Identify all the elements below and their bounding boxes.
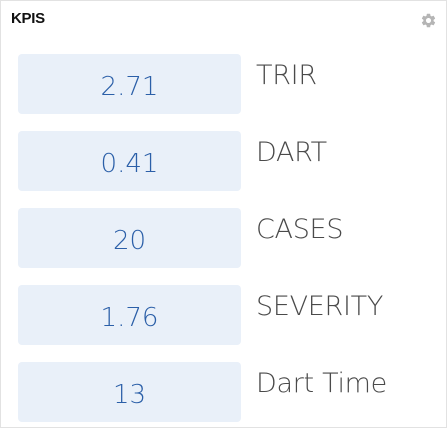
kpi-value-tile[interactable]: 1.76	[18, 285, 241, 345]
kpi-value: 20	[112, 226, 147, 256]
kpi-label: TRIR	[256, 60, 317, 91]
kpi-value-tile[interactable]: 13	[18, 362, 241, 422]
kpi-row-cases: 20 CASES	[18, 208, 438, 268]
kpi-value: 13	[112, 380, 147, 410]
kpi-value: 1.76	[100, 303, 159, 333]
kpi-value: 2.71	[100, 72, 159, 102]
kpi-row-dart-time: 13 Dart Time	[18, 362, 438, 422]
kpi-value-tile[interactable]: 2.71	[18, 54, 241, 114]
kpi-row-dart: 0.41 DART	[18, 131, 438, 191]
kpi-label: Dart Time	[256, 368, 387, 399]
kpi-value-tile[interactable]: 20	[18, 208, 241, 268]
kpi-label: CASES	[256, 214, 344, 245]
gear-icon[interactable]	[420, 12, 437, 29]
kpi-label: SEVERITY	[256, 291, 384, 322]
widget-title: KPIS	[11, 10, 45, 27]
kpi-label: DART	[256, 137, 327, 168]
kpi-row-severity: 1.76 SEVERITY	[18, 285, 438, 345]
kpi-row-trir: 2.71 TRIR	[18, 54, 438, 114]
kpi-value: 0.41	[100, 149, 159, 179]
kpi-value-tile[interactable]: 0.41	[18, 131, 241, 191]
